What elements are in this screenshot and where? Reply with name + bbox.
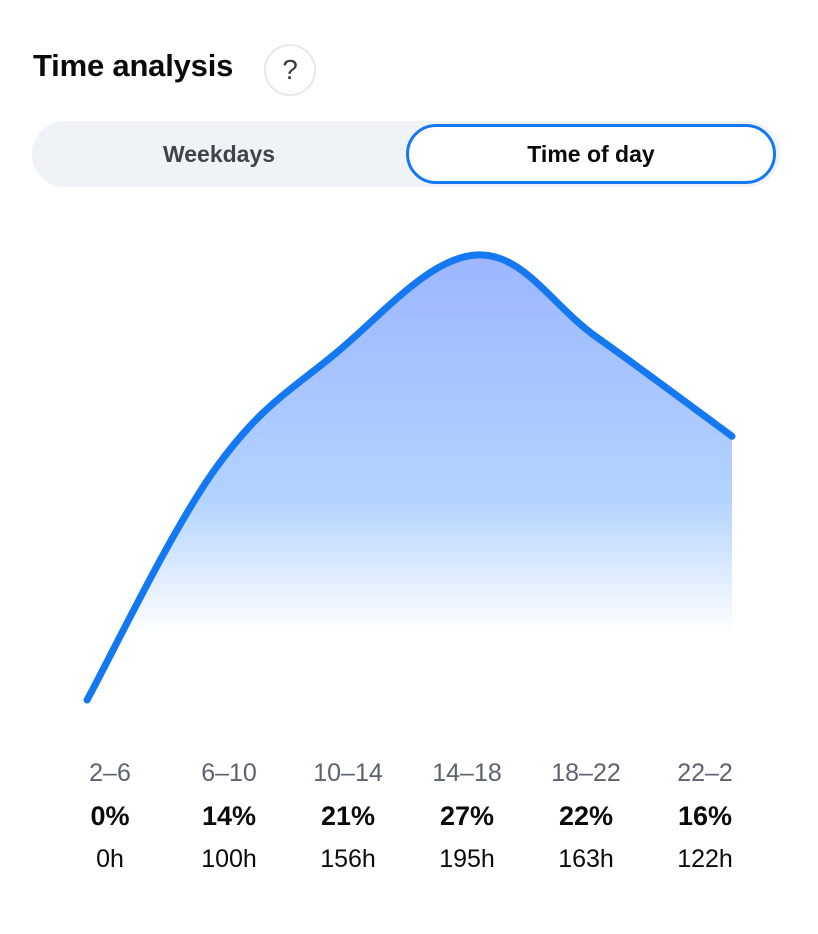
time-bucket-percent: 16% [677, 801, 733, 831]
time-bucket-range: 18–22 [551, 759, 621, 787]
help-icon-glyph: ? [282, 54, 298, 85]
time-bucket-hours: 156h [320, 845, 376, 873]
time-bucket-range: 14–18 [432, 759, 502, 787]
time-bucket-1: 2–6 0% 0h [40, 755, 180, 877]
time-bucket-hours: 122h [677, 845, 733, 873]
time-bucket-hours: 100h [201, 845, 257, 873]
time-bucket-hours: 163h [558, 845, 614, 873]
time-bucket-percent: 27% [439, 801, 495, 831]
time-bucket-range: 6–10 [201, 759, 257, 787]
time-bucket-6: 22–2 16% 122h [635, 755, 775, 877]
time-bucket-range: 10–14 [313, 759, 383, 787]
help-icon[interactable]: ? [264, 44, 316, 96]
time-bucket-4: 14–18 27% 195h [397, 755, 537, 877]
tab-time-of-day[interactable]: Time of day [406, 124, 776, 184]
time-bucket-percent: 21% [320, 801, 376, 831]
time-bucket-hours: 0h [96, 845, 124, 873]
time-bucket-range: 2–6 [89, 759, 131, 787]
time-bucket-3: 10–14 21% 156h [278, 755, 418, 877]
chart-series-line [83, 251, 736, 704]
time-bucket-percent: 14% [201, 801, 257, 831]
page-title: Time analysis [33, 48, 234, 83]
time-bucket-range: 22–2 [677, 759, 733, 787]
time-bucket-hours: 195h [439, 845, 495, 873]
time-bucket-columns: 2–6 0% 0h 6–10 14% 100h 10–14 21% 156h 14–18 27% 19… [0, 755, 818, 895]
time-bucket-percent: 0% [90, 801, 130, 831]
time-bucket-2: 6–10 14% 100h [159, 755, 299, 877]
chart-area-fill [87, 254, 732, 701]
tab-weekdays[interactable]: Weekdays [162, 140, 276, 167]
time-bucket-percent: 22% [558, 801, 614, 831]
period-segmented-control: Weekdays Time of day [32, 121, 780, 187]
time-of-day-area-chart [83, 251, 736, 704]
time-bucket-5: 18–22 22% 163h [516, 755, 656, 877]
